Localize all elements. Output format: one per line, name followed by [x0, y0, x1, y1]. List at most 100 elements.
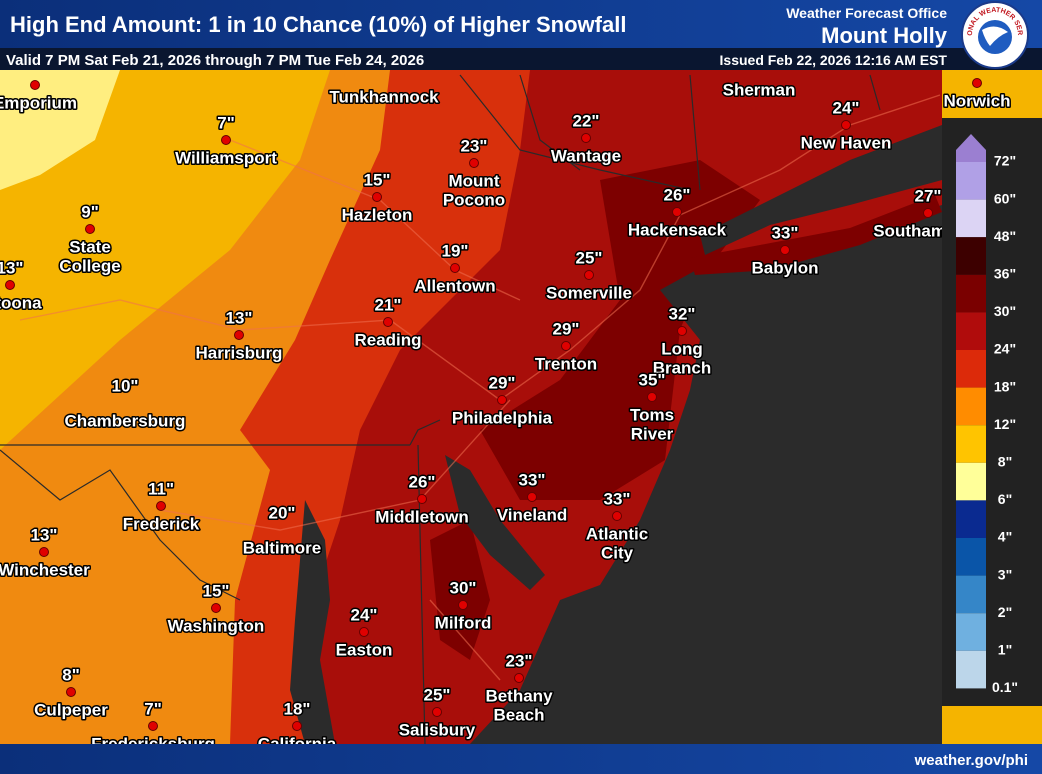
city-dot	[5, 280, 15, 290]
city-name: New Haven	[801, 133, 892, 152]
city-name: Mount	[449, 171, 500, 190]
city-name: Long	[661, 339, 703, 358]
city-name: Middletown	[375, 507, 468, 526]
city-dot	[85, 224, 95, 234]
title: High End Amount: 1 in 10 Chance (10%) of…	[10, 12, 626, 37]
legend-swatch	[956, 613, 986, 651]
city-name: Somerville	[546, 283, 632, 302]
snow-amount: 29"	[489, 373, 516, 392]
city-dot	[677, 326, 687, 336]
city-name: Hazleton	[342, 205, 413, 224]
legend-label: 6"	[998, 491, 1012, 507]
city-name: Williamsport	[175, 148, 277, 167]
legend-label: 18"	[994, 378, 1016, 394]
legend-label: 8"	[998, 454, 1012, 470]
city-dot	[221, 135, 231, 145]
city-name: Salisbury	[399, 720, 476, 739]
legend-label: 2"	[998, 604, 1012, 620]
city-name: Beach	[493, 705, 544, 724]
city-name: Branch	[653, 358, 712, 377]
chesapeake-bay	[290, 500, 335, 744]
delaware-bay	[445, 455, 545, 590]
snow-amount: 22"	[573, 111, 600, 130]
city-dot	[383, 317, 393, 327]
city-name: Hackensack	[628, 220, 727, 239]
legend-label: 1"	[998, 642, 1012, 658]
snow-amount: 24"	[351, 605, 378, 624]
city-dot	[514, 673, 524, 683]
city-dot	[39, 547, 49, 557]
city-dot	[527, 492, 537, 502]
snow-amount: 24"	[833, 98, 860, 117]
snow-amount: 27"	[915, 186, 942, 205]
snow-amount: 18"	[284, 699, 311, 718]
city-dot	[647, 392, 657, 402]
snow-amount: 13"	[31, 525, 58, 544]
legend: 72" 60" 48" 36" 30" 24" 18" 12" 8" 6" 4" 3" 2" 1" 0.1"	[956, 134, 1018, 695]
city-dot	[30, 80, 40, 90]
legend-swatch	[956, 538, 986, 576]
legend-swatch	[956, 500, 986, 538]
snow-amount: 23"	[506, 651, 533, 670]
city-name: Winchester	[0, 560, 90, 579]
map: Emporium Tunkhannock 7" Williamsport 23" Moun…	[0, 70, 1042, 753]
logo-bird	[982, 26, 1008, 46]
snow-amount: 29"	[553, 319, 580, 338]
city-name: Tunkhannock	[329, 87, 439, 106]
city-name: Washington	[168, 616, 265, 635]
state-borders	[0, 74, 881, 744]
city-name: Babylon	[751, 258, 818, 277]
office-name: Mount Holly	[821, 23, 948, 48]
city-dot	[148, 721, 158, 731]
city-dot	[972, 78, 982, 88]
city-name: Vineland	[497, 505, 568, 524]
city-name: Reading	[354, 330, 421, 349]
legend-label: 24"	[994, 341, 1016, 357]
legend-swatch	[956, 274, 986, 313]
legend-swatch	[956, 237, 986, 275]
issued-time: Issued Feb 22, 2026 12:16 AM EST	[720, 52, 948, 68]
city-name: Trenton	[535, 354, 597, 373]
city-name: Easton	[336, 640, 393, 659]
city-dot	[211, 603, 221, 613]
legend-label: 72"	[994, 153, 1016, 169]
city-name: Fredericksburg	[91, 734, 215, 753]
snow-amount: 9"	[81, 202, 99, 221]
city-dot	[458, 600, 468, 610]
city-dot	[497, 395, 507, 405]
city-dot	[584, 270, 594, 280]
legend-swatch	[956, 425, 986, 463]
snow-amount: 8"	[62, 665, 80, 684]
city-name: Frederick	[123, 514, 200, 533]
city-name: Emporium	[0, 93, 77, 112]
snow-amount: 13"	[0, 258, 23, 277]
city-dot	[359, 627, 369, 637]
legend-swatch	[956, 350, 986, 388]
city-name: River	[631, 424, 674, 443]
legend-swatch	[956, 650, 986, 689]
city-dot	[156, 501, 166, 511]
city-dot	[581, 133, 591, 143]
city-dot	[450, 263, 460, 273]
city-name: Norwich	[943, 91, 1010, 110]
legend-label: 0.1"	[992, 679, 1018, 695]
city-name: State	[69, 237, 111, 256]
legend-label: 12"	[994, 416, 1016, 432]
snow-amount: 33"	[519, 470, 546, 489]
city-name: Atlantic	[586, 524, 648, 543]
snow-amount: 15"	[203, 581, 230, 600]
snow-amount: 30"	[450, 578, 477, 597]
legend-swatch	[956, 462, 986, 501]
city-dot	[469, 158, 479, 168]
city-name: Chambersburg	[65, 411, 186, 430]
legend-label: 30"	[994, 303, 1016, 319]
city-dot	[923, 208, 933, 218]
city-name: Bethany	[485, 686, 553, 705]
snow-amount: 23"	[461, 136, 488, 155]
city-dot	[66, 687, 76, 697]
office-label: Weather Forecast Office	[786, 5, 947, 21]
legend-swatch	[956, 575, 986, 614]
snow-amount: 13"	[226, 308, 253, 327]
city-dot	[432, 707, 442, 717]
city-name: Sherman	[723, 80, 796, 99]
